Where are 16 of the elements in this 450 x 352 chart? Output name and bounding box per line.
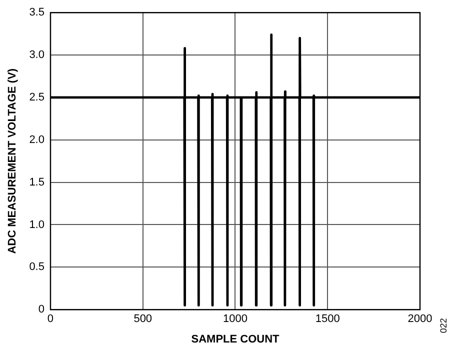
x-tick-label: 1500 (315, 313, 340, 326)
x-tick-label: 0 (47, 313, 54, 326)
x-axis-title: SAMPLE COUNT (191, 333, 280, 346)
x-tick-label: 1000 (223, 313, 248, 326)
y-tick-label: 1.5 (29, 176, 44, 188)
y-tick-label: 2.0 (29, 134, 44, 146)
y-axis-title: ADC MEASUREMENT VOLTAGE (V) (6, 68, 19, 254)
y-tick-label: 0 (38, 304, 44, 316)
x-tick-label: 2000 (408, 313, 432, 326)
y-tick-label: 0.5 (29, 261, 44, 274)
text: 022 (438, 318, 448, 334)
y-tick-label: 3.5 (29, 6, 44, 19)
x-tick-label: 500 (134, 313, 152, 326)
y-tick-label: 1.0 (29, 218, 44, 231)
y-tick-label: 2.5 (29, 91, 44, 104)
y-tick-label: 3.0 (29, 49, 44, 62)
